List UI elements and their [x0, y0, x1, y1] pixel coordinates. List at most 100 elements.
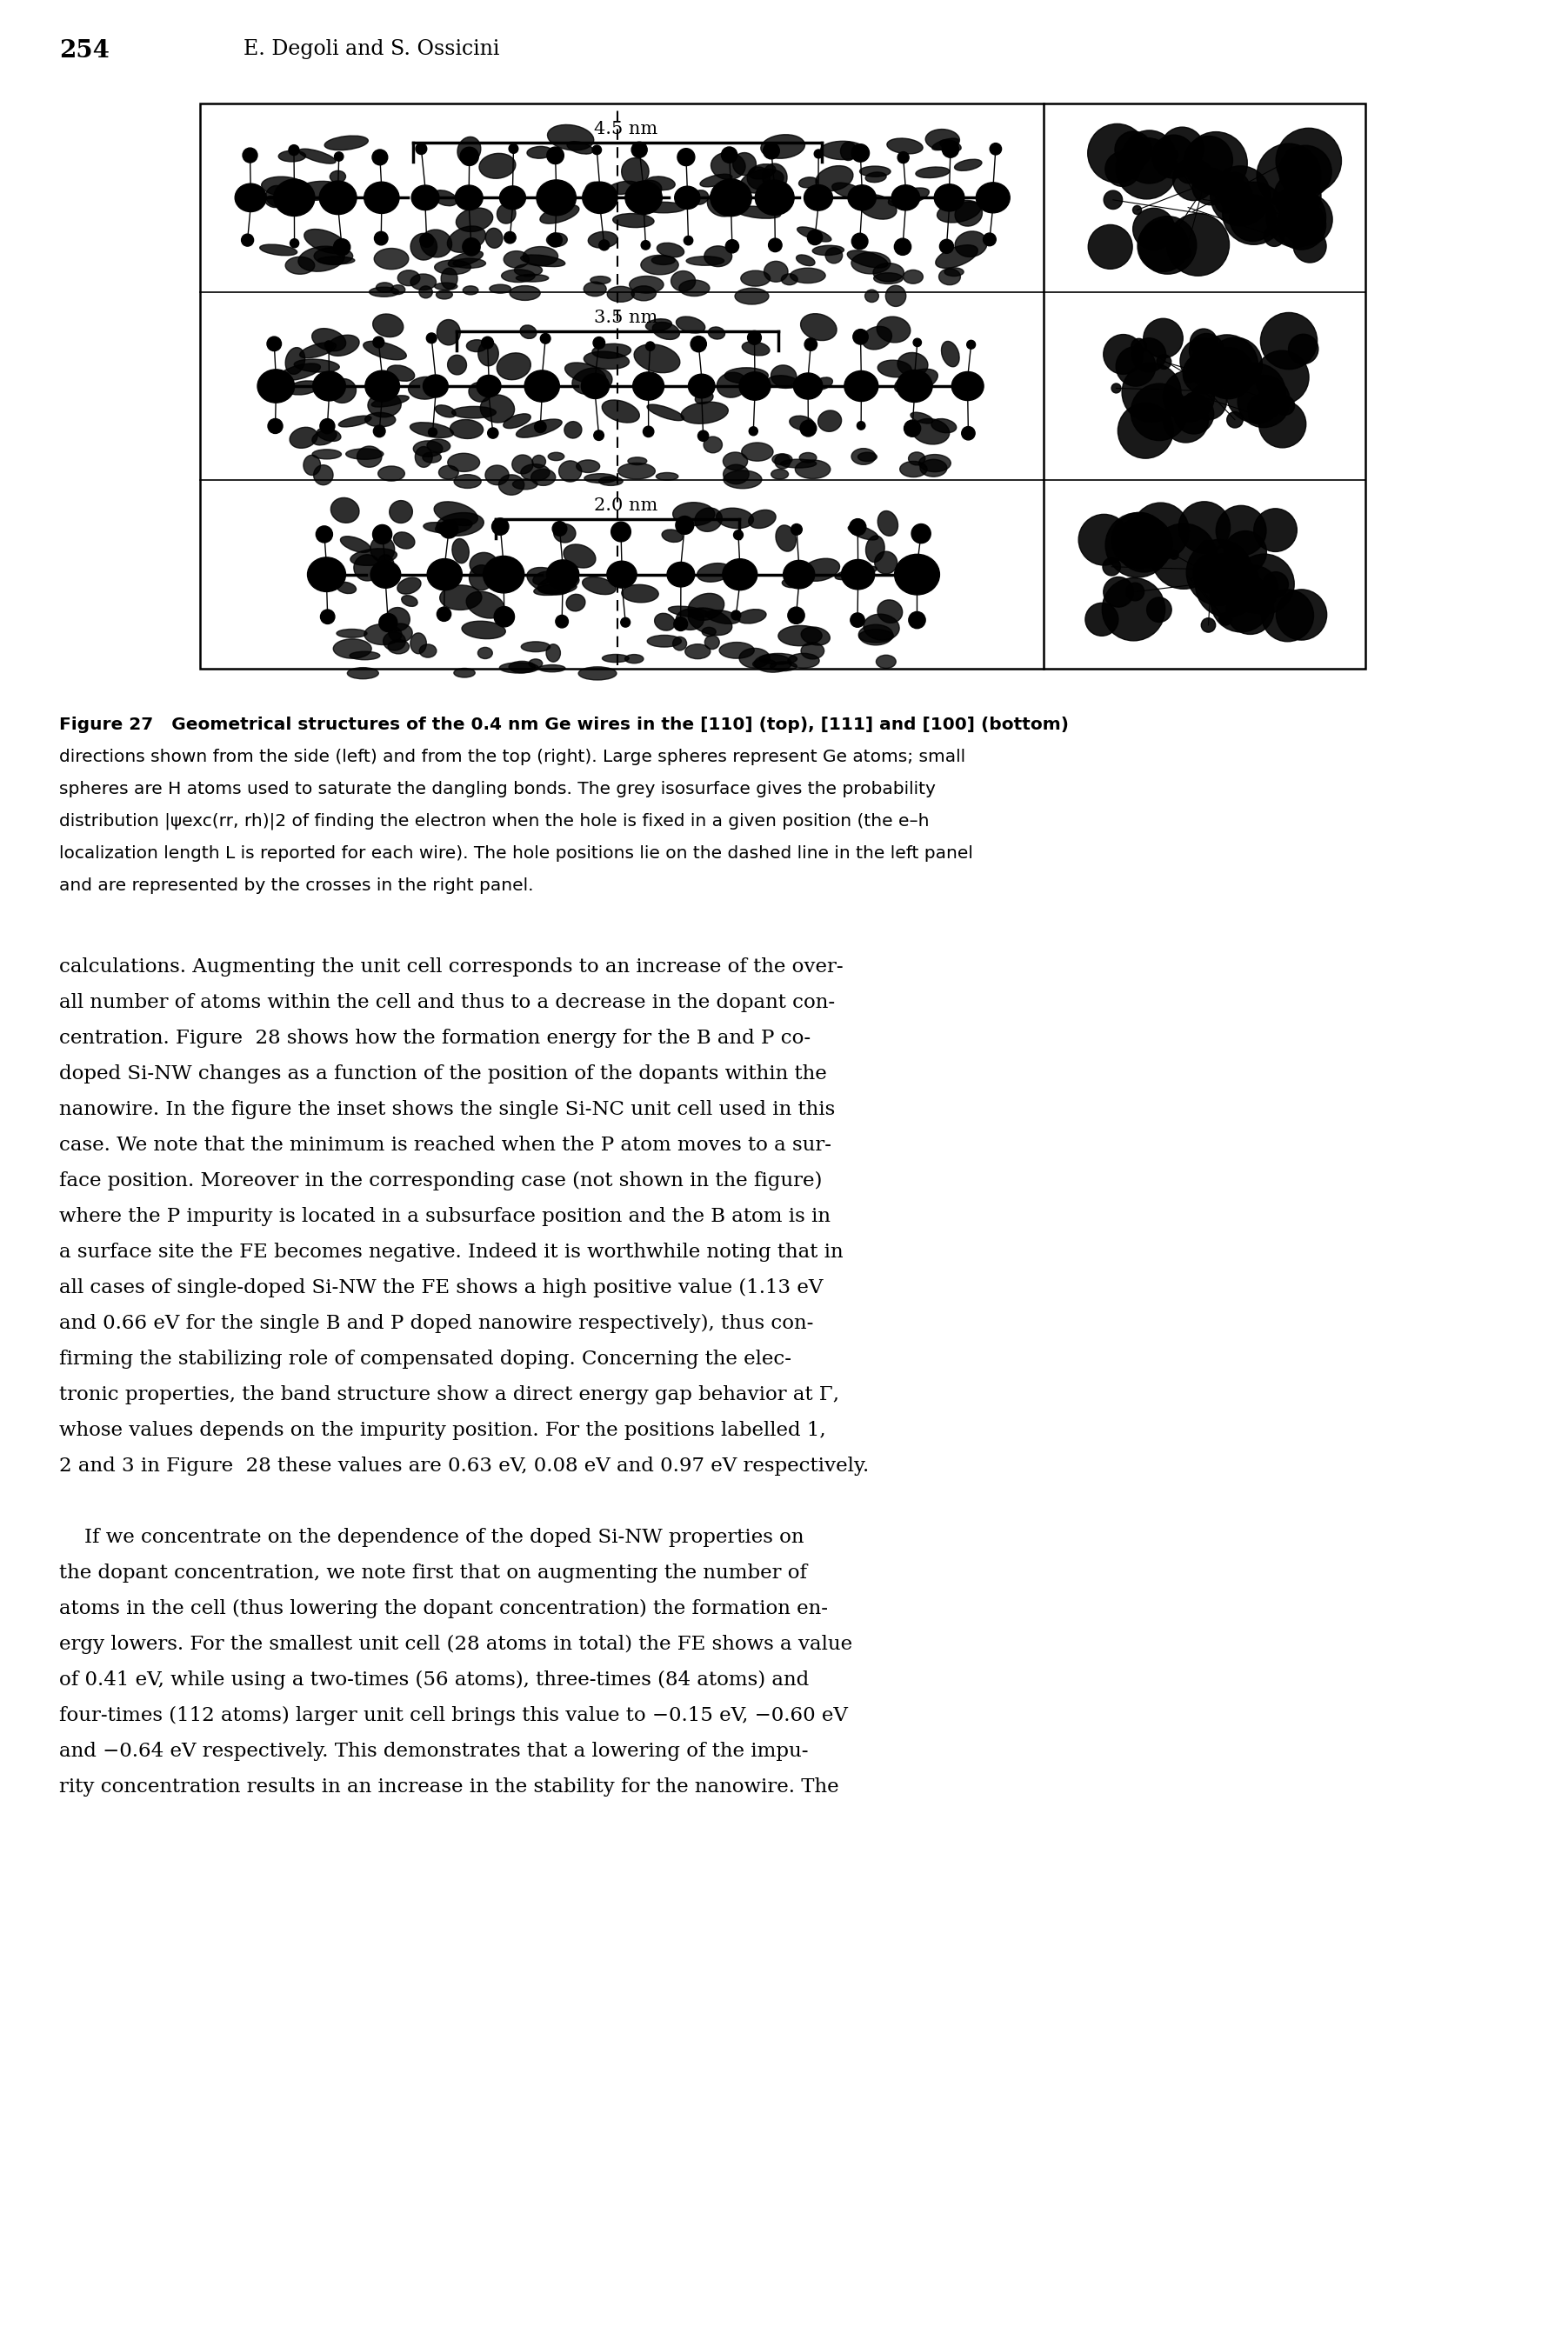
Text: 2.0 nm: 2.0 nm: [594, 498, 659, 514]
Ellipse shape: [455, 185, 483, 211]
Circle shape: [420, 232, 434, 246]
Circle shape: [241, 235, 254, 246]
Ellipse shape: [394, 533, 416, 549]
Ellipse shape: [607, 286, 635, 303]
Ellipse shape: [513, 479, 538, 491]
Circle shape: [494, 606, 514, 627]
Text: calculations. Augmenting the unit cell corresponds to an increase of the over-: calculations. Augmenting the unit cell c…: [60, 958, 844, 976]
Ellipse shape: [350, 549, 397, 566]
Text: of 0.41 eV, while using a two-times (56 atoms), three-times (84 atoms) and: of 0.41 eV, while using a two-times (56 …: [60, 1671, 809, 1690]
Circle shape: [320, 418, 336, 434]
Ellipse shape: [521, 641, 550, 652]
Circle shape: [853, 329, 869, 345]
Circle shape: [913, 338, 922, 347]
Ellipse shape: [347, 448, 384, 460]
Ellipse shape: [547, 232, 568, 246]
Text: doped Si-NW changes as a function of the position of the dopants within the: doped Si-NW changes as a function of the…: [60, 1066, 826, 1084]
Circle shape: [1104, 577, 1134, 608]
Ellipse shape: [641, 202, 685, 214]
Ellipse shape: [572, 368, 612, 394]
Text: and −0.64 eV respectively. This demonstrates that a lowering of the impu-: and −0.64 eV respectively. This demonstr…: [60, 1741, 809, 1760]
Text: and 0.66 eV for the single B and P doped nanowire respectively), thus con-: and 0.66 eV for the single B and P doped…: [60, 1314, 814, 1333]
Ellipse shape: [532, 469, 555, 486]
Ellipse shape: [466, 591, 505, 617]
Ellipse shape: [873, 263, 903, 282]
Circle shape: [1116, 347, 1156, 387]
Circle shape: [1182, 354, 1223, 394]
Ellipse shape: [436, 512, 485, 535]
Ellipse shape: [878, 512, 898, 535]
Circle shape: [989, 143, 1002, 155]
Ellipse shape: [771, 469, 789, 479]
Ellipse shape: [742, 343, 770, 354]
Ellipse shape: [877, 317, 911, 343]
Ellipse shape: [434, 502, 478, 526]
Circle shape: [289, 146, 299, 155]
Ellipse shape: [706, 610, 740, 624]
Text: nanowire. In the figure the inset shows the single Si-NC unit cell used in this: nanowire. In the figure the inset shows …: [60, 1101, 836, 1120]
Ellipse shape: [771, 366, 797, 387]
Circle shape: [375, 232, 387, 244]
Ellipse shape: [739, 648, 770, 669]
Circle shape: [905, 420, 920, 437]
Circle shape: [684, 237, 693, 244]
Text: 3.5 nm: 3.5 nm: [594, 310, 659, 326]
Ellipse shape: [290, 427, 317, 448]
Ellipse shape: [975, 183, 1010, 214]
Circle shape: [850, 519, 866, 535]
Circle shape: [1131, 338, 1146, 354]
Circle shape: [1203, 347, 1254, 399]
Ellipse shape: [337, 629, 367, 638]
Ellipse shape: [913, 418, 950, 444]
Circle shape: [1261, 312, 1317, 368]
Ellipse shape: [337, 582, 356, 594]
Ellipse shape: [513, 455, 533, 474]
Ellipse shape: [599, 476, 622, 486]
Ellipse shape: [325, 136, 368, 150]
Ellipse shape: [436, 519, 472, 535]
Ellipse shape: [378, 554, 394, 575]
Ellipse shape: [365, 371, 400, 401]
Circle shape: [1215, 192, 1236, 214]
Circle shape: [897, 153, 909, 164]
Ellipse shape: [704, 437, 723, 453]
Ellipse shape: [673, 636, 687, 650]
Ellipse shape: [732, 153, 756, 176]
Ellipse shape: [299, 343, 336, 359]
Circle shape: [643, 427, 654, 437]
Ellipse shape: [378, 467, 405, 481]
Ellipse shape: [365, 413, 395, 427]
Ellipse shape: [510, 662, 535, 674]
Ellipse shape: [859, 629, 894, 643]
Circle shape: [320, 610, 336, 624]
Circle shape: [439, 521, 458, 537]
Ellipse shape: [710, 178, 751, 216]
Ellipse shape: [386, 608, 409, 631]
Circle shape: [850, 613, 864, 627]
Circle shape: [1173, 160, 1215, 199]
Ellipse shape: [416, 446, 433, 467]
Text: and are represented by the crosses in the right panel.: and are represented by the crosses in th…: [60, 878, 533, 894]
Circle shape: [334, 153, 343, 162]
Ellipse shape: [626, 181, 662, 214]
Circle shape: [1195, 554, 1259, 617]
Circle shape: [1276, 129, 1341, 192]
Circle shape: [1189, 333, 1225, 368]
Ellipse shape: [756, 181, 793, 216]
Ellipse shape: [818, 411, 842, 432]
Ellipse shape: [654, 613, 676, 631]
Circle shape: [1184, 136, 1232, 185]
Ellipse shape: [558, 460, 582, 481]
Ellipse shape: [527, 146, 554, 157]
Circle shape: [911, 523, 931, 542]
Circle shape: [1181, 338, 1226, 383]
Ellipse shape: [919, 455, 950, 472]
Ellipse shape: [627, 181, 662, 204]
Circle shape: [1157, 354, 1171, 368]
Circle shape: [1179, 502, 1231, 554]
Ellipse shape: [770, 662, 797, 671]
Circle shape: [1112, 383, 1121, 392]
Ellipse shape: [298, 246, 345, 272]
Circle shape: [1163, 397, 1209, 444]
Ellipse shape: [754, 655, 792, 671]
